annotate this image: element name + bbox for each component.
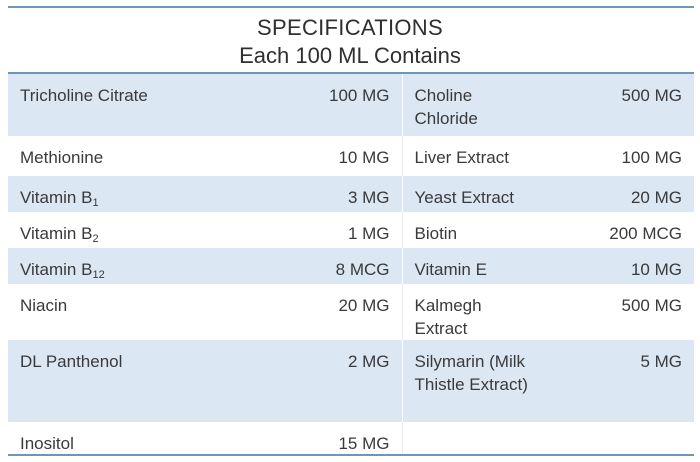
ingredient-quantity: 1 MG [240, 212, 403, 248]
header-rule [8, 72, 694, 74]
top-rule [8, 6, 694, 8]
ingredient-name: Choline Chloride [402, 74, 546, 136]
table-row: Niacin 20 MG Kalmegh Extract 500 MG [8, 284, 694, 340]
ingredient-quantity: 100 MG [621, 148, 682, 167]
ingredient-name: Inositol [20, 434, 74, 453]
ingredient-name: Tricholine Citrate [8, 74, 240, 136]
ingredient-quantity: 200 MCG [609, 224, 682, 243]
ingredient-name: Liver Extract [414, 148, 509, 167]
bottom-rule [8, 454, 694, 456]
ingredient-name: Kalmegh Extract [414, 296, 482, 338]
ingredient-name-subscript: 1 [92, 197, 99, 209]
ingredient-name: Yeast Extract [402, 176, 546, 212]
table-row: Tricholine Citrate 100 MG Choline Chlori… [8, 74, 694, 136]
table-row: Methionine 10 MG Liver Extract 100 MG [8, 136, 694, 176]
ingredient-name: Vitamin B1 [8, 176, 240, 212]
ingredient-name-subscript: 12 [92, 269, 105, 281]
ingredient-quantity: 5 MG [546, 340, 694, 422]
table-row: Vitamin B1 3 MG Yeast Extract 20 MG [8, 176, 694, 212]
ingredient-quantity: 10 MG [240, 136, 403, 176]
ingredient-name: Methionine [20, 148, 104, 167]
ingredient-quantity: 15 MG [240, 422, 403, 455]
ingredient-name: Biotin [414, 224, 458, 243]
ingredient-quantity: 20 MG [546, 176, 694, 212]
specifications-table: Tricholine Citrate 100 MG Choline Chlori… [8, 74, 694, 455]
ingredient-name-base: Vitamin B [20, 188, 93, 207]
ingredient-quantity: 10 MG [546, 248, 694, 284]
ingredient-quantity: 500 MG [621, 296, 682, 315]
ingredient-quantity: 100 MG [240, 74, 403, 136]
page-subtitle: Each 100 ML Contains [239, 43, 461, 68]
table-row: Inositol 15 MG [8, 422, 694, 455]
ingredient-name: Vitamin B2 [8, 212, 240, 248]
ingredient-name-subscript: 2 [92, 233, 99, 245]
ingredient-name: Niacin [20, 296, 68, 315]
ingredient-quantity: 8 MCG [240, 248, 403, 284]
ingredient-name: Vitamin B12 [8, 248, 240, 284]
ingredient-name: Vitamin E [402, 248, 546, 284]
table-row: Vitamin B12 8 MCG Vitamin E 10 MG [8, 248, 694, 284]
ingredient-quantity: 500 MG [546, 74, 694, 136]
ingredient-quantity: 20 MG [240, 284, 403, 340]
ingredient-quantity [546, 422, 694, 455]
ingredient-name [402, 422, 546, 455]
ingredient-name-base: Vitamin B [20, 260, 93, 279]
table-row: DL Panthenol 2 MG Silymarin (Milk Thistl… [8, 340, 694, 422]
page-title: SPECIFICATIONS [257, 15, 443, 40]
ingredient-quantity: 3 MG [240, 176, 403, 212]
ingredient-name: Silymarin (Milk Thistle Extract) [402, 340, 546, 422]
ingredient-name-base: Vitamin B [20, 224, 93, 243]
table-row: Vitamin B2 1 MG Biotin 200 MCG [8, 212, 694, 248]
ingredient-quantity: 2 MG [240, 340, 403, 422]
ingredient-name: DL Panthenol [8, 340, 240, 422]
